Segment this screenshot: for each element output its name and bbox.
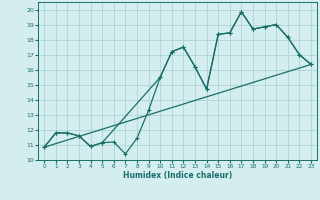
X-axis label: Humidex (Indice chaleur): Humidex (Indice chaleur)	[123, 171, 232, 180]
